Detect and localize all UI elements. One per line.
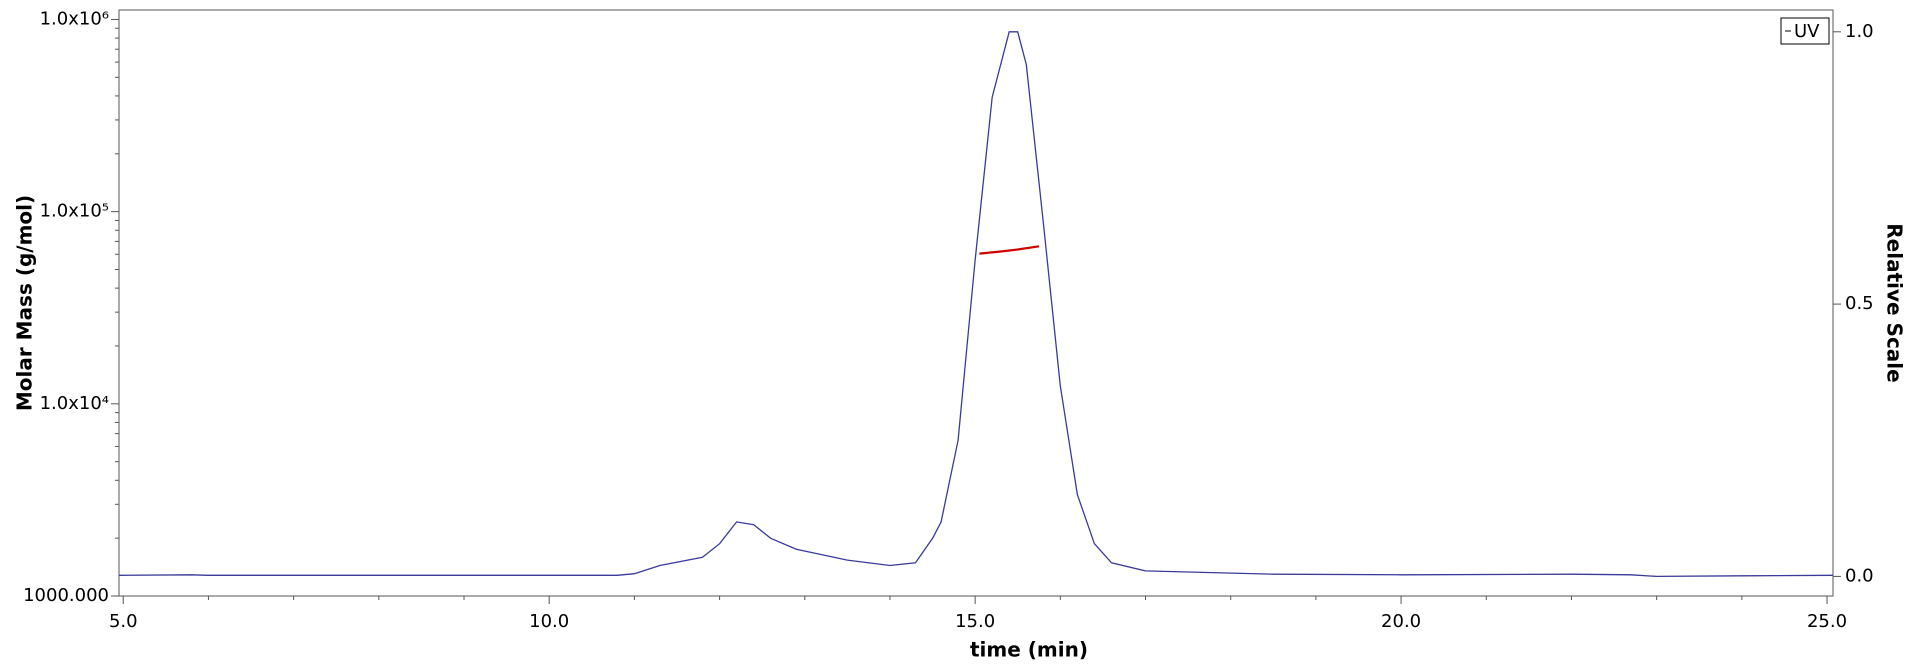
y2-tick-label: 0.0 — [1845, 565, 1874, 586]
y-axis-title: Molar Mass (g/mol) — [13, 195, 37, 411]
series-line — [979, 245, 1040, 255]
y-tick-label: 1000.000 — [23, 585, 109, 606]
x-tick-label: 5.0 — [109, 611, 138, 632]
y2-axis-title: Relative Scale — [1883, 223, 1907, 382]
y-tick-label: 1.0x10⁴ — [40, 393, 109, 414]
plot-frame — [118, 9, 1834, 597]
series-line — [118, 31, 1834, 578]
x-tick-label: 25.0 — [1807, 611, 1847, 632]
y2-tick-label: 0.5 — [1845, 293, 1874, 314]
x-tick-label: 10.0 — [529, 611, 569, 632]
y-tick-label: 1.0x10⁶ — [40, 8, 109, 29]
y-tick-label: 1.0x10⁵ — [40, 201, 109, 222]
legend-label: UV — [1794, 21, 1820, 42]
x-tick-label: 15.0 — [955, 611, 995, 632]
x-axis-title: time (min) — [970, 638, 1088, 662]
y2-tick-label: 1.0 — [1845, 21, 1874, 42]
x-tick-label: 20.0 — [1381, 611, 1421, 632]
